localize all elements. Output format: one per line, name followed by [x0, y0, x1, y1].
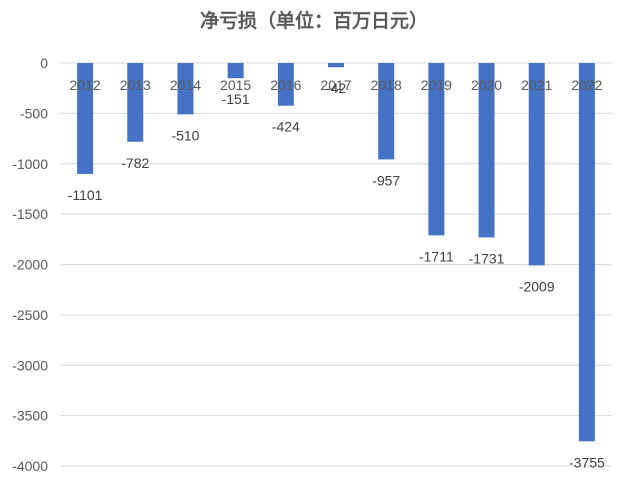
x-category-label: 2020 [471, 77, 502, 93]
data-label: -42 [326, 80, 346, 96]
x-category-label: 2015 [220, 77, 251, 93]
data-label: -1101 [68, 187, 103, 203]
y-axis-ticks: 0 -500 -1000 -1500 -2000 -2500 -3000 -3500 -4000 [12, 55, 48, 474]
y-tick-label: -1500 [12, 206, 48, 222]
data-labels: -1101 -782 -510 -151 -424 -42 -957 -1711 -1731 -2… [68, 80, 605, 470]
bar [77, 63, 94, 174]
bar [378, 63, 395, 160]
data-label: -510 [171, 127, 199, 143]
data-label: -2009 [519, 278, 555, 294]
x-category-label: 2016 [270, 77, 301, 93]
y-tick-label: -2500 [12, 307, 48, 323]
bar [177, 63, 194, 115]
bar [578, 63, 595, 442]
gridlines [60, 62, 612, 467]
data-label: -1711 [419, 248, 454, 264]
x-category-label: 2014 [170, 77, 201, 93]
data-label: -957 [372, 172, 400, 188]
bar [528, 63, 545, 266]
x-axis-categories: 2012 2013 2014 2015 2016 2017 2018 2019 2020 2021… [70, 77, 603, 93]
data-label: -151 [222, 91, 250, 107]
x-category-label: 2012 [70, 77, 101, 93]
data-label: -1731 [469, 250, 505, 266]
y-tick-label: -3000 [12, 357, 48, 373]
chart-title: 净亏损（单位：百万日元） [200, 9, 428, 32]
bar [428, 63, 445, 236]
y-tick-label: -3500 [12, 408, 48, 424]
y-tick-label: 0 [40, 55, 48, 71]
x-category-label: 2013 [120, 77, 151, 93]
x-category-label: 2017 [320, 77, 351, 93]
data-label: -3755 [569, 454, 605, 470]
y-tick-label: -4000 [12, 458, 48, 474]
x-category-label: 2018 [371, 77, 402, 93]
bar [328, 63, 344, 68]
bars [77, 63, 595, 442]
x-category-label: 2021 [521, 77, 552, 93]
bar [277, 63, 294, 106]
bar [127, 63, 144, 142]
bar [478, 63, 495, 238]
x-category-label: 2019 [421, 77, 452, 93]
x-category-label: 2022 [571, 77, 602, 93]
y-tick-label: -1000 [12, 156, 48, 172]
data-label: -782 [121, 155, 149, 171]
bar [227, 63, 244, 79]
data-label: -424 [272, 119, 300, 135]
y-tick-label: -2000 [12, 257, 48, 273]
y-tick-label: -500 [20, 105, 48, 121]
